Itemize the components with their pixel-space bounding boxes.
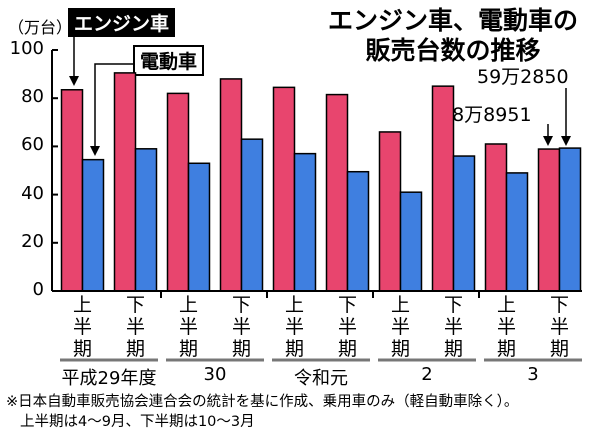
leader-line-electric (94, 63, 133, 148)
bar-engine (219, 78, 243, 292)
y-tick-label: 80 (21, 86, 44, 108)
leader-arrowhead (90, 146, 100, 156)
bar-electric (452, 155, 476, 292)
footnote: ※日本自動車販売協会連合会の統計を基に作成、乗用車のみ（軽自動車除く）。 上半期… (6, 392, 518, 432)
bar-electric (293, 152, 317, 292)
half-label-char: 半 (231, 316, 251, 338)
half-label-char: 上 (178, 294, 198, 316)
chart-title: エンジン車、電動車の 販売台数の推移 (328, 6, 578, 66)
bar-engine (537, 148, 561, 292)
y-tick-label: 0 (32, 279, 44, 300)
half-label-char: 半 (284, 316, 304, 338)
legend-engine-label: エンジン車 (68, 8, 176, 37)
half-label-char: 半 (390, 316, 410, 338)
bar-engine (166, 92, 190, 292)
leader-arrowhead (543, 136, 553, 146)
chart-title-line-2: 販売台数の推移 (365, 36, 541, 65)
bar-electric (187, 162, 211, 292)
bar-electric (81, 158, 105, 292)
half-label-char: 期 (72, 338, 92, 360)
half-label-char: 上 (72, 294, 92, 316)
bar-electric (399, 191, 423, 292)
half-label-char: 期 (337, 338, 357, 360)
y-tick-label: 60 (21, 134, 44, 156)
bar-electric (240, 138, 264, 292)
bar-engine (431, 85, 455, 292)
y-tick-label: 100 (9, 38, 44, 59)
half-label-char: 上 (390, 294, 410, 316)
annotation-engine-last: 58万8951 (440, 104, 532, 126)
half-label-char: 期 (125, 338, 145, 360)
half-label-char: 半 (496, 316, 516, 338)
half-label-char: 期 (284, 338, 304, 360)
bar-electric (134, 148, 158, 292)
half-label-char: 半 (443, 316, 463, 338)
year-label: 30 (203, 364, 227, 385)
half-label-char: 下 (231, 294, 251, 316)
bar-electric (558, 147, 582, 292)
half-label-char: 下 (549, 294, 569, 316)
half-label-char: 期 (496, 338, 516, 360)
year-label: 3 (527, 364, 539, 385)
leader-arrowhead (561, 136, 571, 146)
half-label-char: 期 (390, 338, 410, 360)
half-label-char: 半 (178, 316, 198, 338)
half-label-char: 上 (496, 294, 516, 316)
half-label-char: 半 (337, 316, 357, 338)
legend-electric-label: 電動車 (133, 45, 205, 76)
half-label-char: 半 (72, 316, 92, 338)
year-label: 2 (421, 364, 433, 385)
bar-engine (113, 72, 137, 292)
half-label-char: 下 (337, 294, 357, 316)
chart-title-line-1: エンジン車、電動車の (327, 6, 578, 35)
leader-arrowhead (69, 76, 79, 86)
half-label-char: 半 (125, 316, 145, 338)
y-tick-label: 40 (21, 182, 44, 204)
half-label-char: 上 (284, 294, 304, 316)
half-label-char: 期 (549, 338, 569, 360)
y-tick-label: 20 (21, 230, 44, 252)
footnote-line-1: ※日本自動車販売協会連合会の統計を基に作成、乗用車のみ（軽自動車除く）。 (6, 394, 519, 410)
bar-engine (378, 131, 402, 292)
bar-engine (484, 143, 508, 292)
half-label-char: 期 (178, 338, 198, 360)
half-label-char: 下 (443, 294, 463, 316)
half-label-char: 期 (231, 338, 251, 360)
bar-engine (325, 93, 349, 292)
half-label-char: 期 (443, 338, 463, 360)
annotation-ev-last: 59万2850 (477, 66, 569, 88)
footnote-line-2: 上半期は4～9月、下半期は10～3月 (20, 414, 255, 430)
half-label-char: 下 (125, 294, 145, 316)
bar-engine (60, 89, 84, 292)
year-label: 令和元 (294, 368, 348, 389)
year-label: 平成29年度 (61, 368, 157, 389)
bar-engine (272, 86, 296, 292)
y-axis-unit: （万台） (8, 18, 73, 37)
half-label-char: 半 (549, 316, 569, 338)
bar-electric (505, 172, 529, 292)
bar-electric (346, 170, 370, 292)
